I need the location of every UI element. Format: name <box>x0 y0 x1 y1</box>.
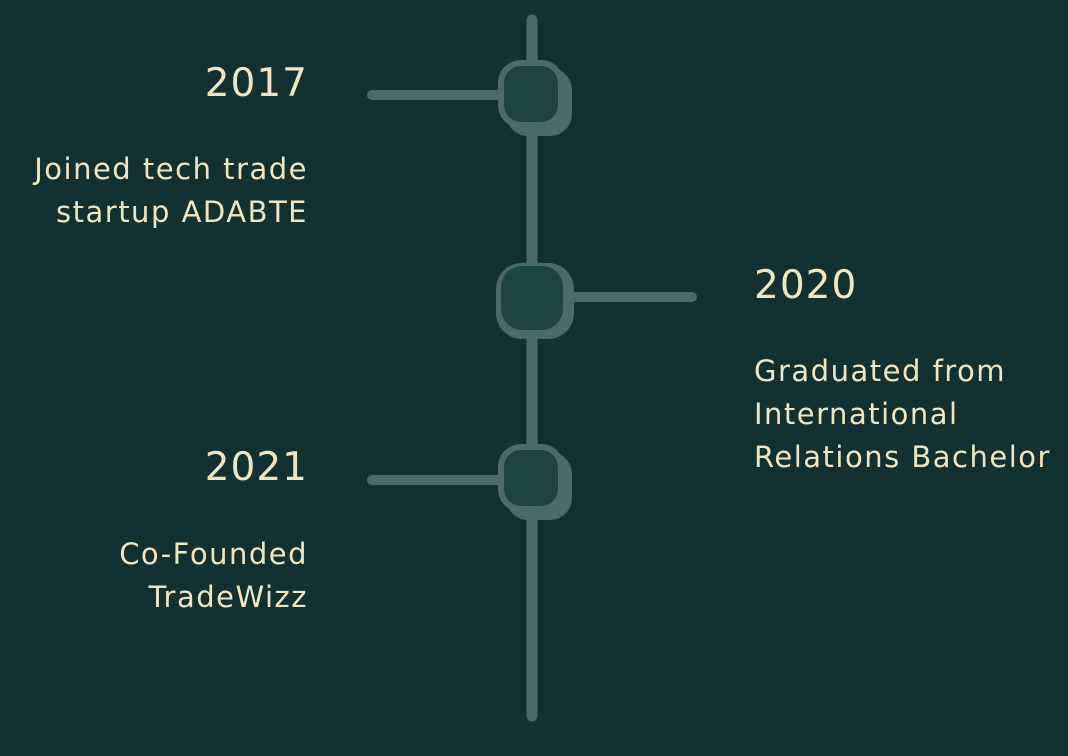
event-description-2017: Joined tech trade startup ADABTE <box>34 152 308 229</box>
event-year-2021: 2021 <box>204 445 308 490</box>
event-description-2020: Graduated from International Relations B… <box>754 354 1051 474</box>
node-2020 <box>496 263 574 339</box>
event-description-2021: Co-Founded TradeWizz <box>119 537 308 614</box>
event-year-2017: 2017 <box>204 61 308 106</box>
event-year-2020: 2020 <box>754 263 858 308</box>
node-2017 <box>498 60 572 136</box>
node-2021 <box>498 444 572 520</box>
